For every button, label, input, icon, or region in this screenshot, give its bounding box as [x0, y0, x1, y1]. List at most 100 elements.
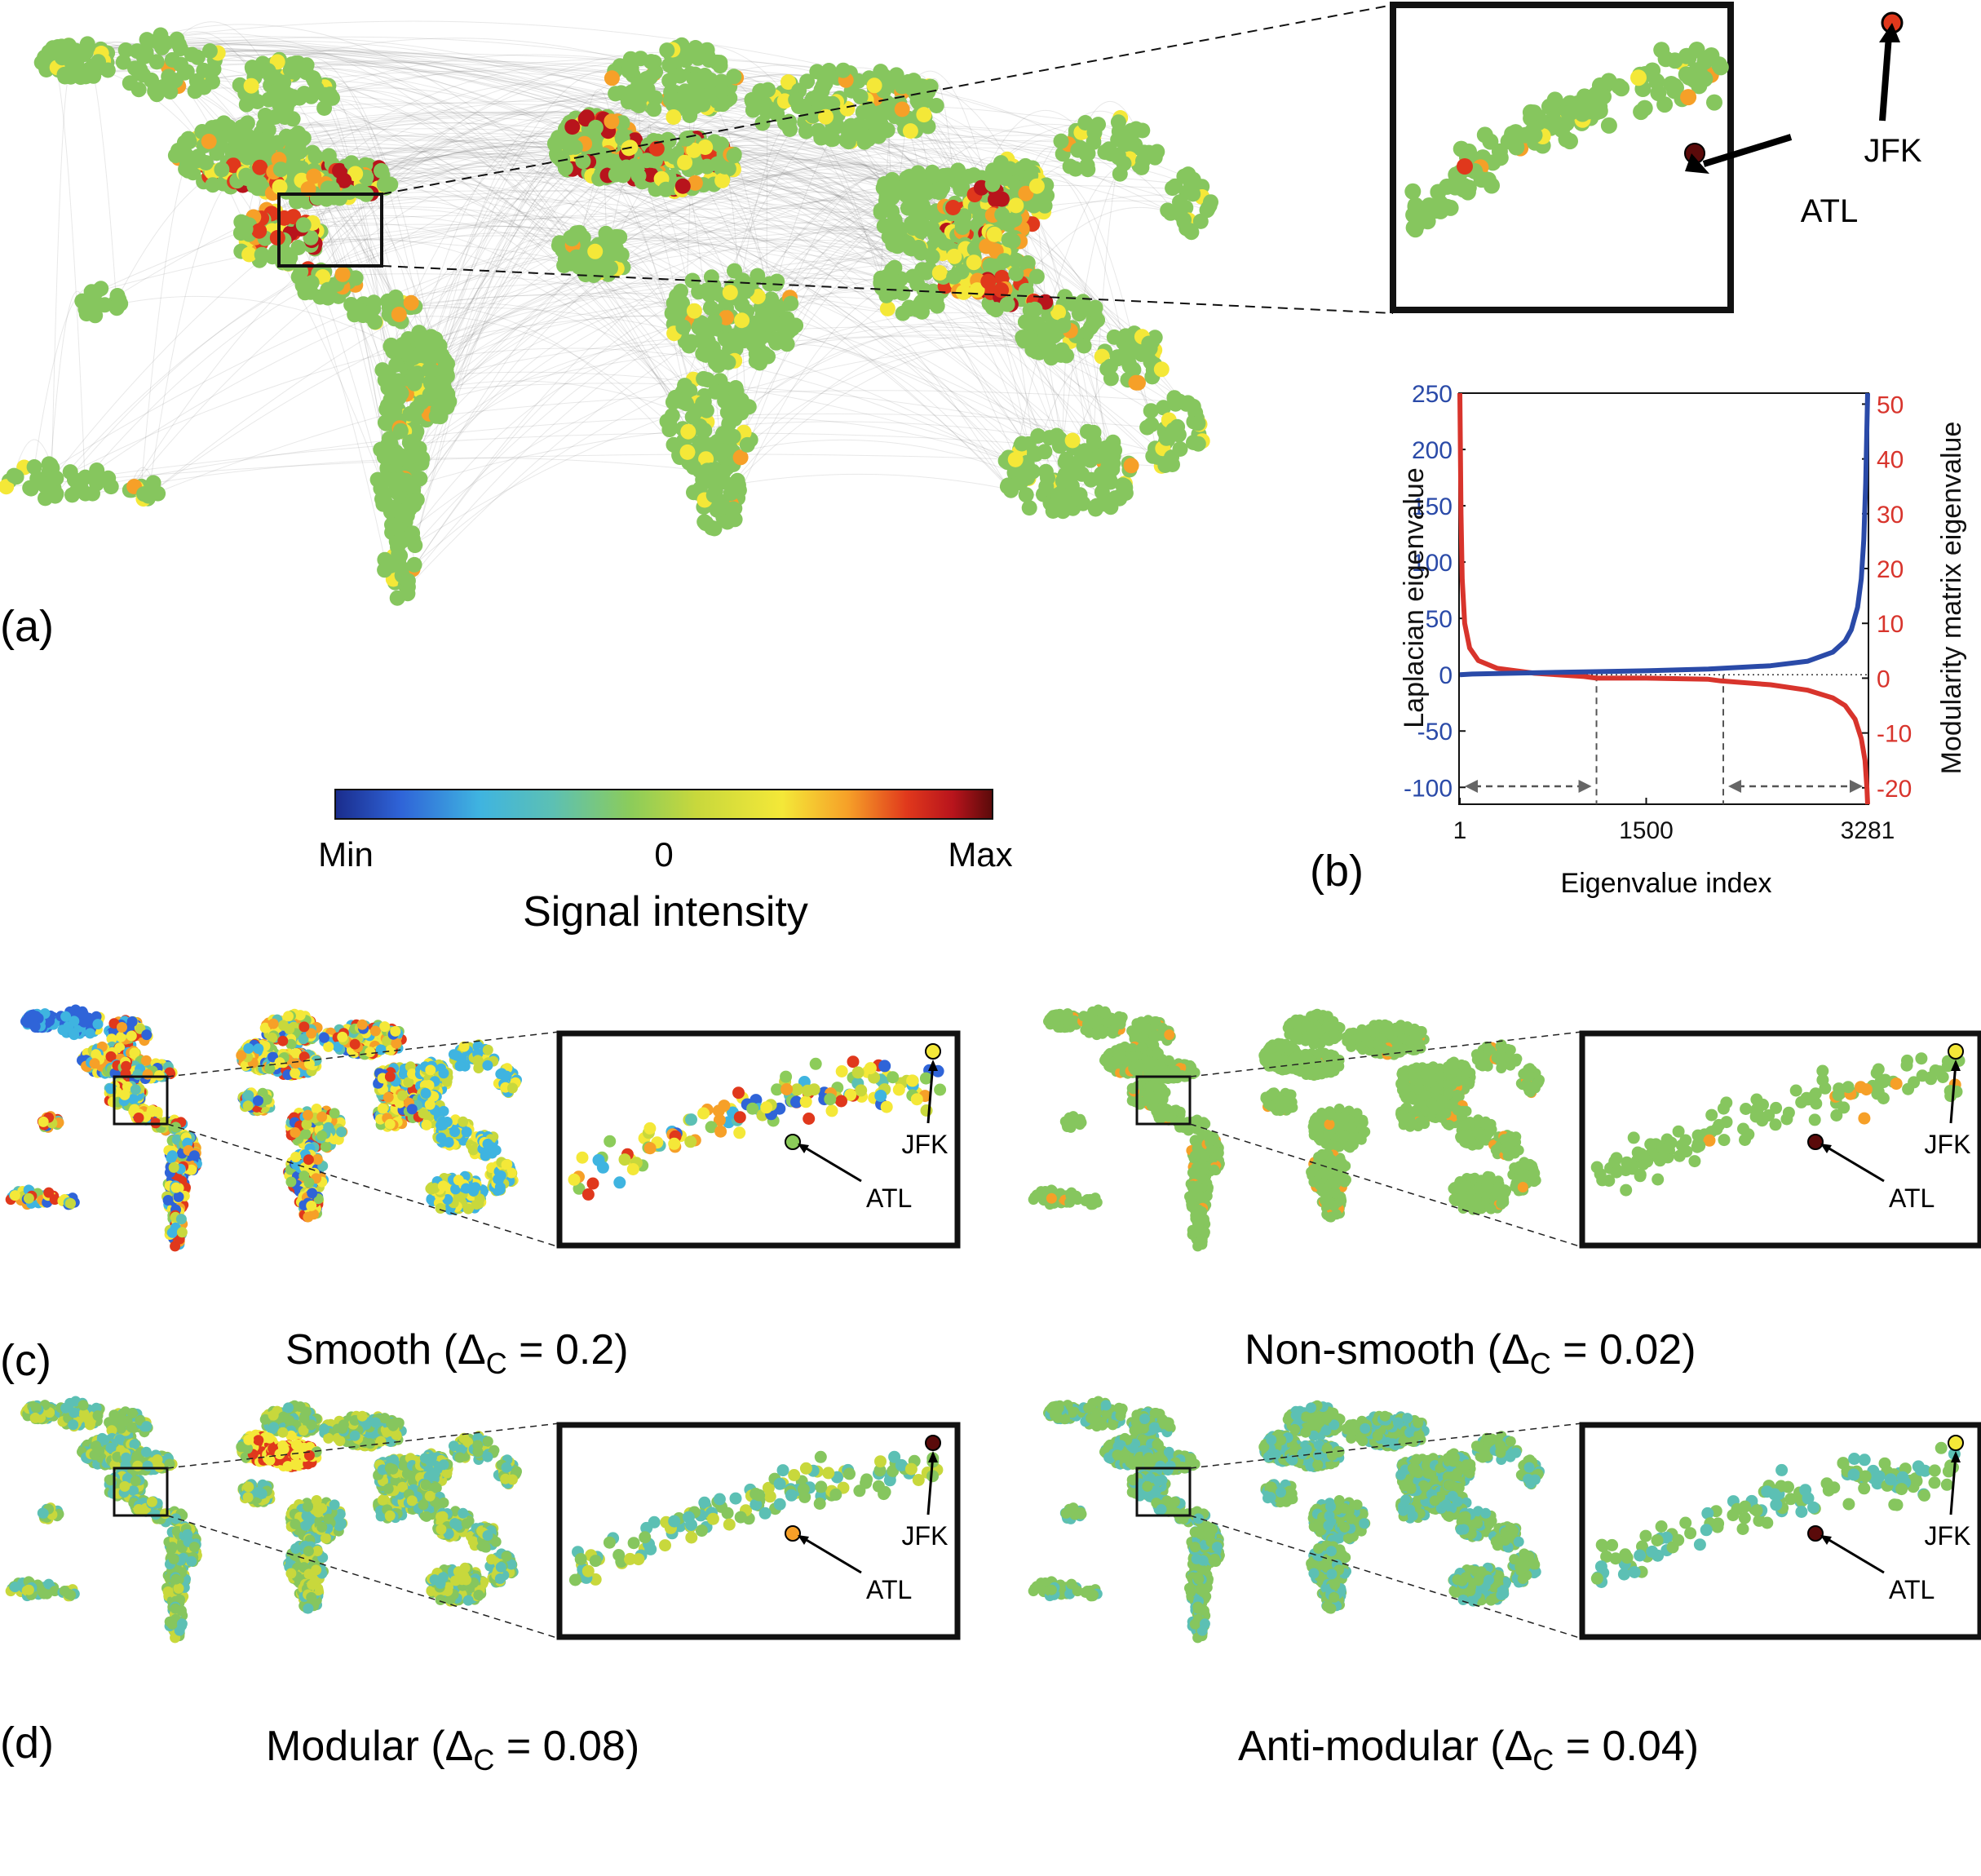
panel-b-label: (b) [1310, 847, 1364, 896]
airport-node [260, 144, 276, 160]
airport-node [686, 303, 702, 319]
airport-node [414, 450, 431, 467]
airport-node [79, 36, 95, 52]
airport-node [290, 268, 307, 285]
airport-node [1030, 428, 1046, 444]
airport-node [91, 1049, 102, 1060]
airport-node [85, 485, 100, 502]
airport-node [205, 73, 220, 90]
airport-node [1134, 159, 1150, 175]
airport-node [274, 1057, 285, 1069]
airport-node [290, 240, 307, 255]
airport-node [184, 46, 200, 63]
airport-node [924, 249, 940, 265]
airport-node [38, 1116, 49, 1127]
network-edge [126, 47, 1165, 454]
network-edge [418, 172, 903, 392]
network-edge [44, 50, 86, 494]
airport-node [198, 155, 214, 170]
airport-node [696, 423, 713, 439]
airport-node [702, 299, 719, 316]
airport-node [153, 27, 169, 43]
inset-node [1663, 76, 1680, 92]
airport-node [1053, 133, 1069, 149]
inset-node [1525, 104, 1542, 122]
airport-node [306, 73, 322, 88]
airport-node [376, 176, 392, 192]
airport-node [1038, 479, 1055, 494]
airport-node [674, 178, 691, 194]
y-axis-left-label: Laplacian eigenvalue [1399, 467, 1430, 728]
airport-node [374, 162, 389, 179]
airport-node [884, 262, 900, 278]
airport-node [1007, 451, 1024, 467]
airport-node [1037, 197, 1053, 214]
airport-node [1147, 149, 1163, 166]
airport-node [355, 308, 371, 324]
airport-node [253, 1043, 264, 1055]
airport-node [696, 68, 713, 83]
airport-node [407, 538, 423, 554]
airport-node [377, 414, 393, 431]
airport-node [130, 1084, 141, 1095]
airport-node [1080, 423, 1095, 440]
airport-node [303, 284, 319, 300]
airport-node [391, 502, 407, 519]
y-axis-right-label: Modularity matrix eigenvalue [1936, 422, 1967, 775]
airport-node [997, 170, 1014, 187]
airport-node [931, 265, 948, 281]
airport-node [382, 338, 399, 355]
y-right-tick-label: 40 [1877, 447, 1904, 474]
airport-node [306, 1200, 317, 1211]
airport-node [390, 520, 406, 537]
airport-node [285, 89, 302, 105]
inset-node [1560, 105, 1577, 122]
airport-node [659, 42, 675, 59]
network-edge [200, 60, 1088, 170]
airport-node [683, 334, 700, 350]
airport-node [316, 1111, 328, 1122]
airport-node [716, 463, 732, 480]
airport-node [1087, 501, 1103, 517]
inset-node [1595, 88, 1612, 105]
airport-node [1008, 197, 1024, 214]
panel-a-label: (a) [0, 602, 54, 651]
eigenvalue-chart: 250200150100500-50-10050403020100-10-201… [1399, 381, 1967, 899]
network-edge [293, 68, 723, 502]
airport-node [1165, 422, 1182, 438]
inset-node [1706, 94, 1722, 111]
inset-node [1678, 47, 1695, 64]
world-airport-network-map [0, 20, 1218, 606]
airport-node [686, 459, 702, 476]
airport-node [879, 300, 895, 316]
network-edge [931, 123, 1133, 173]
airport-node [1110, 131, 1126, 148]
airport-node [701, 323, 717, 339]
airport-node [140, 488, 157, 504]
network-edge [442, 271, 881, 359]
network-edge [354, 104, 1135, 182]
airport-node [69, 1015, 80, 1027]
airport-node [1023, 332, 1039, 348]
airport-node [168, 1161, 179, 1173]
network-edge [311, 111, 603, 283]
airport-node [748, 353, 764, 369]
airport-node [298, 1021, 310, 1033]
airport-node [236, 215, 252, 231]
airport-node [546, 135, 563, 152]
airport-node [373, 480, 389, 497]
network-edge [308, 180, 1009, 486]
airport-node [1178, 184, 1195, 201]
airport-node [888, 67, 904, 83]
network-edge [728, 330, 1050, 424]
network-nodes [0, 27, 1218, 606]
airport-node [1134, 122, 1151, 139]
airport-node [1110, 114, 1126, 131]
network-edge [570, 233, 1016, 476]
network-edge [284, 85, 712, 482]
network-edge [426, 161, 975, 421]
airport-node [615, 167, 631, 184]
airport-node [288, 55, 303, 71]
airport-node [1110, 147, 1126, 163]
